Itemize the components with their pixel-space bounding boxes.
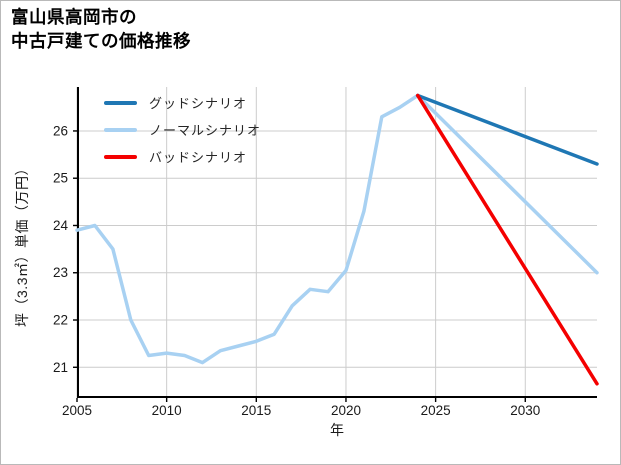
historical-line xyxy=(75,93,420,365)
y-tick-label: 22 xyxy=(53,313,68,328)
legend-label-bad: バッドシナリオ xyxy=(149,150,248,165)
legend: グッドシナリオ ノーマルシナリオ バッドシナリオ xyxy=(104,89,261,170)
y-tick-label: 24 xyxy=(53,218,69,233)
good-scenario-line xyxy=(415,93,599,166)
x-axis-label: 年 xyxy=(330,422,344,438)
legend-item-normal: ノーマルシナリオ xyxy=(104,116,261,143)
y-tick-label: 25 xyxy=(53,171,68,186)
x-tick-label: 2030 xyxy=(510,403,540,418)
x-tick-label: 2020 xyxy=(331,403,361,418)
bad-scenario-line-swatch xyxy=(104,154,137,159)
good-scenario-line-swatch xyxy=(104,100,137,105)
x-tick-label: 2015 xyxy=(241,403,271,418)
y-tick-label: 21 xyxy=(53,360,68,375)
legend-item-bad: バッドシナリオ xyxy=(104,143,261,170)
legend-label-normal: ノーマルシナリオ xyxy=(149,123,262,138)
page-title-line1: 富山県高岡市の xyxy=(11,7,137,27)
legend-item-good: グッドシナリオ xyxy=(104,89,261,116)
normal-scenario-line xyxy=(415,93,599,275)
legend-label-good: グッドシナリオ xyxy=(149,96,248,111)
page-title-line2: 中古戸建ての価格推移 xyxy=(11,31,191,51)
y-tick-label: 23 xyxy=(53,265,68,280)
normal-scenario-line-swatch xyxy=(104,127,137,132)
page-title: 富山県高岡市の 中古戸建ての価格推移 xyxy=(11,5,191,53)
x-tick-label: 2025 xyxy=(421,403,451,418)
y-axis-label: 坪（3.3㎡）単価（万円） xyxy=(14,161,30,327)
x-tick-label: 2005 xyxy=(62,403,92,418)
y-tick-label: 26 xyxy=(53,123,68,138)
bad-scenario-line xyxy=(415,93,599,386)
x-tick-label: 2010 xyxy=(152,403,182,418)
